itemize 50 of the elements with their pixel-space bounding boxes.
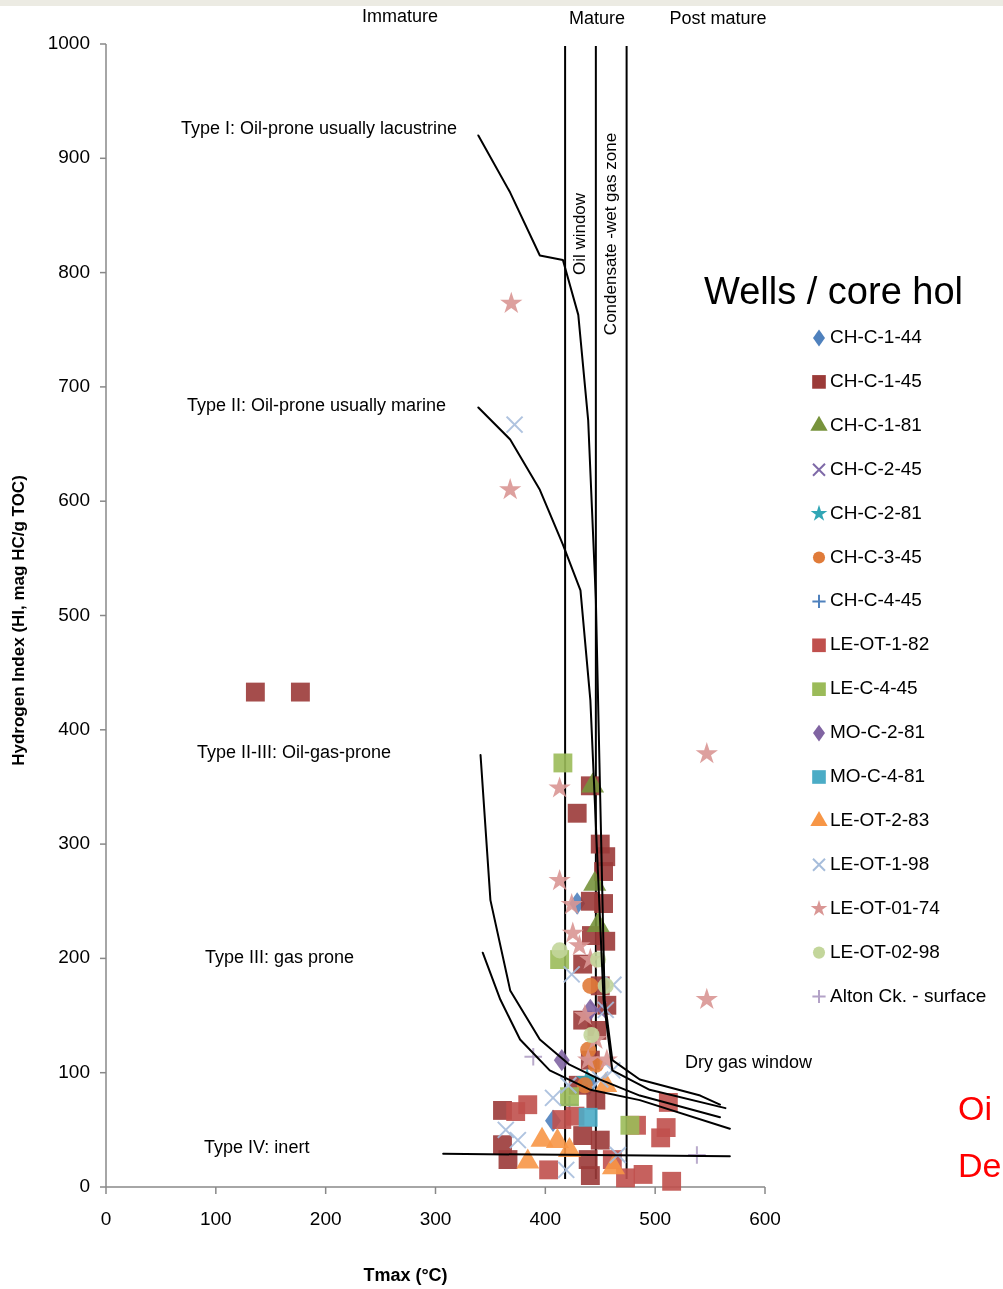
annotation: Dry gas window xyxy=(685,1052,814,1072)
x-tick-label: 500 xyxy=(639,1208,672,1229)
text: Post mature xyxy=(669,8,767,28)
x-tick-label: 400 xyxy=(529,1208,562,1229)
legend-label: MO-C-2-81 xyxy=(830,721,926,743)
legend-label: CH-C-3-45 xyxy=(830,545,922,567)
annotation: Type IV: inert xyxy=(204,1137,310,1157)
legend-label: CH-C-1-44 xyxy=(830,326,923,348)
y-tick-label: 300 xyxy=(58,832,90,854)
legend-label: LE-OT-2-83 xyxy=(830,808,930,830)
ref-line-label: Oil window xyxy=(570,192,590,276)
annotation: Type II: Oil-prone usually marine xyxy=(187,395,447,415)
x-axis-title: Tmax (°C) xyxy=(363,1265,448,1285)
x-tick-label: 600 xyxy=(749,1208,781,1229)
legend-label: LE-OT-02-98 xyxy=(830,940,940,962)
y-tick-label: 800 xyxy=(58,260,90,282)
text: Mature xyxy=(568,8,626,28)
text: Immature xyxy=(361,6,439,26)
legend-label: CH-C-4-45 xyxy=(830,589,922,611)
y-axis-title: Hydrogen Index (HI, mag HC/g TOC) xyxy=(9,475,28,766)
annotation: Type II-III: Oil-gas-prone xyxy=(197,742,392,762)
ref-line-label: Condensate -wet gas zone xyxy=(600,132,620,336)
annotation: Type III: gas prone xyxy=(205,947,355,967)
y-tick-label: 900 xyxy=(58,146,90,168)
y-tick-label: 700 xyxy=(58,374,90,396)
legend-title: Wells / core hol xyxy=(704,270,964,312)
y-tick-label: 0 xyxy=(79,1175,90,1197)
x-tick-label: 300 xyxy=(419,1208,452,1229)
y-tick-label: 600 xyxy=(58,489,90,511)
x-tick-label: 100 xyxy=(199,1208,232,1229)
legend-label: CH-C-1-45 xyxy=(830,369,922,391)
legend-label: LE-C-4-45 xyxy=(830,677,918,699)
legend-label: LE-OT-01-74 xyxy=(830,896,941,918)
y-tick-label: 500 xyxy=(58,603,90,625)
legend-label: MO-C-4-81 xyxy=(830,765,926,787)
annotation: Type I: Oil-prone usually lacustrine xyxy=(181,118,458,138)
legend-label: LE-OT-1-82 xyxy=(830,633,930,655)
x-tick-label: 0 xyxy=(100,1208,112,1229)
legend-label: CH-C-2-81 xyxy=(830,501,922,523)
y-tick-label: 400 xyxy=(58,717,90,739)
x-tick-label: 200 xyxy=(309,1208,342,1229)
text: De xyxy=(958,1146,1002,1184)
legend-label: CH-C-2-45 xyxy=(830,457,922,479)
legend-label: Alton Ck. - surface xyxy=(830,984,987,1006)
y-tick-label: 100 xyxy=(58,1060,90,1082)
y-tick-label: 1000 xyxy=(47,32,90,54)
legend-label: LE-OT-1-98 xyxy=(830,852,930,874)
legend-label: CH-C-1-81 xyxy=(830,413,922,435)
text: Oi xyxy=(958,1089,992,1127)
y-tick-label: 200 xyxy=(58,946,90,968)
